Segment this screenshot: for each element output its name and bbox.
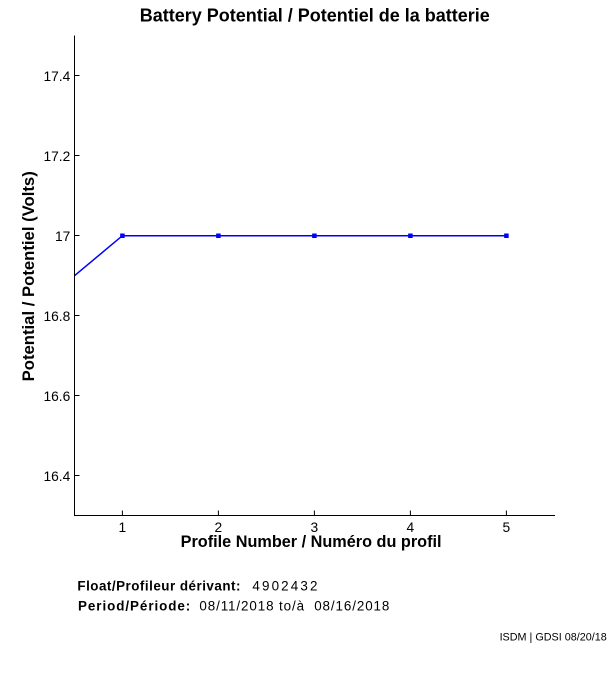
svg-text:17: 17 xyxy=(55,229,70,244)
svg-text:2: 2 xyxy=(215,520,223,535)
svg-text:Battery Potential / Potentiel: Battery Potential / Potentiel de la batt… xyxy=(140,6,490,26)
svg-text:Period/Période:: Period/Période: xyxy=(78,599,191,614)
svg-text:4902432: 4902432 xyxy=(252,578,319,593)
svg-text:3: 3 xyxy=(311,520,319,535)
svg-text:Profile Number / Numéro du pro: Profile Number / Numéro du profil xyxy=(181,533,442,551)
svg-text:1: 1 xyxy=(119,520,127,535)
svg-text:17.2: 17.2 xyxy=(43,149,70,164)
svg-text:08/11/2018 to/à 08/16/2018: 08/11/2018 to/à 08/16/2018 xyxy=(199,599,390,614)
svg-text:5: 5 xyxy=(503,520,511,535)
svg-text:4: 4 xyxy=(407,520,415,535)
svg-text:17.4: 17.4 xyxy=(43,69,70,84)
svg-text:Potential / Potentiel (Volts): Potential / Potentiel (Volts) xyxy=(19,171,38,381)
svg-text:16.4: 16.4 xyxy=(43,469,70,484)
svg-text:Float/Profileur dérivant:: Float/Profileur dérivant: xyxy=(77,578,241,593)
svg-text:16.6: 16.6 xyxy=(43,389,70,404)
svg-text:ISDM | GDSI 08/20/18: ISDM | GDSI 08/20/18 xyxy=(500,631,607,643)
svg-text:16.8: 16.8 xyxy=(43,309,70,324)
